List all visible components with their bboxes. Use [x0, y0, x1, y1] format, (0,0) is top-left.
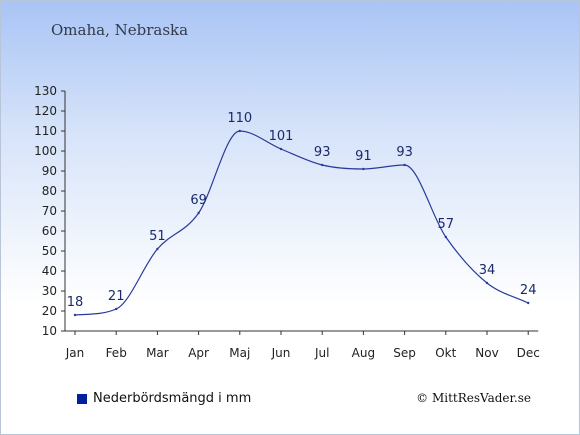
copyright-text: © MittResVader.se [416, 391, 531, 405]
data-point [444, 235, 447, 239]
data-label: 34 [479, 263, 496, 278]
data-point [238, 129, 241, 133]
data-label: 21 [108, 289, 125, 304]
series-precipitation [73, 129, 530, 317]
x-tick-label: Jun [271, 346, 291, 360]
x-tick-label: Mar [146, 346, 169, 360]
legend-swatch [77, 393, 87, 404]
x-axis: Jan Feb Mar Apr Maj Jun Jul Aug Sep Okt Nov Dec [65, 330, 540, 360]
location-title: Omaha, Nebraska [51, 21, 189, 39]
data-point [156, 247, 159, 251]
data-point [279, 147, 283, 151]
data-point [321, 163, 324, 167]
data-label: 93 [314, 145, 331, 160]
data-label: 93 [396, 145, 413, 160]
data-labels: 18 21 51 69 110 101 93 91 93 57 34 24 [67, 111, 537, 310]
data-label: 91 [355, 149, 372, 164]
data-point [115, 307, 118, 311]
y-tick-label: 70 [42, 204, 57, 218]
y-tick-label: 50 [42, 244, 57, 258]
x-tick-label: Maj [229, 346, 250, 360]
y-tick-label: 90 [42, 164, 57, 178]
y-tick-label: 100 [34, 144, 57, 158]
y-tick-label: 60 [42, 224, 57, 238]
y-tick-label: 10 [42, 324, 57, 338]
data-point [527, 301, 530, 305]
x-tick-label: Aug [352, 346, 375, 360]
data-label: 57 [438, 217, 455, 232]
x-tick-label: Apr [188, 346, 209, 360]
y-tick-label: 40 [42, 264, 57, 278]
data-label: 69 [190, 193, 207, 208]
legend-label: Nederbördsmängd i mm [93, 391, 252, 406]
data-label: 51 [149, 229, 166, 244]
data-point [403, 163, 406, 167]
y-axis: 10 20 30 40 50 60 70 80 90 100 110 120 130 [34, 84, 66, 338]
data-point [197, 211, 200, 215]
y-tick-label: 30 [42, 284, 57, 298]
x-tick-label: Okt [435, 346, 456, 360]
data-label: 24 [520, 283, 537, 298]
x-tick-label: Jul [314, 346, 329, 360]
y-tick-label: 120 [34, 104, 57, 118]
y-tick-label: 80 [42, 184, 57, 198]
data-label: 101 [269, 129, 294, 144]
y-tick-label: 130 [34, 84, 57, 98]
y-tick-label: 20 [42, 304, 57, 318]
data-label: 18 [67, 295, 84, 310]
x-tick-label: Dec [517, 346, 540, 360]
data-point [73, 313, 77, 317]
x-tick-label: Sep [393, 346, 416, 360]
data-label: 110 [227, 111, 252, 126]
x-tick-label: Nov [475, 346, 498, 360]
x-tick-label: Feb [106, 346, 127, 360]
series-line [74, 130, 529, 316]
legend: Nederbördsmängd i mm [77, 391, 251, 406]
data-point [362, 167, 365, 171]
y-tick-label: 110 [34, 124, 57, 138]
data-point [485, 281, 489, 285]
x-tick-label: Jan [65, 346, 85, 360]
